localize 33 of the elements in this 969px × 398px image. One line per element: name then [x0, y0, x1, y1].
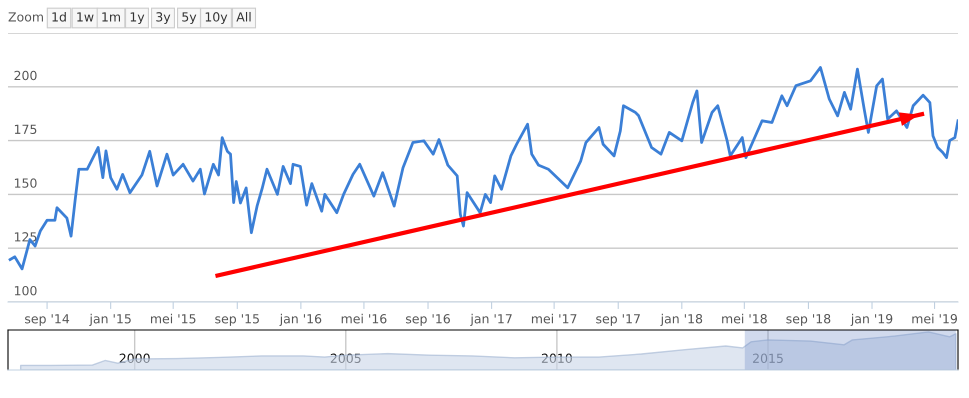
x-tick-label: mei '19: [912, 314, 957, 324]
x-tick-label: sep '17: [596, 314, 640, 326]
text: All: [236, 12, 251, 22]
x-tick-label: mei '15: [151, 314, 196, 324]
y-tick-label: 100: [14, 286, 37, 296]
y-tick-label: 150: [14, 178, 37, 188]
text: 1w: [77, 12, 94, 22]
x-tick-label: mei '16: [342, 314, 386, 324]
text: 1m: [102, 12, 120, 22]
x-tick-label: sep '18: [786, 314, 830, 326]
text: Zoom: [8, 12, 43, 22]
x-tick-label: sep '15: [215, 314, 259, 326]
x-tick-label: mei '18: [722, 314, 767, 324]
text: 1y: [130, 12, 144, 24]
text: 5y: [182, 12, 196, 24]
x-tick-label: 2015: [753, 354, 783, 364]
x-tick-label: 2005: [330, 354, 361, 364]
x-tick-label: sep '14: [25, 314, 70, 326]
x-tick-label: jan '15: [89, 314, 131, 326]
text: 3y: [156, 12, 170, 24]
x-tick-label: 2000: [120, 354, 150, 364]
text: 10y: [206, 12, 228, 24]
text: 1d: [52, 12, 66, 22]
y-tick-label: 125: [14, 232, 36, 242]
x-tick-label: jan '18: [660, 314, 702, 326]
y-tick-label: 175: [14, 124, 36, 134]
x-tick-label: mei '17: [532, 314, 576, 324]
x-tick-label: jan '16: [279, 314, 322, 326]
x-tick-label: jan '17: [470, 314, 512, 326]
x-tick-label: sep '16: [406, 314, 450, 326]
x-tick-label: jan '19: [850, 314, 892, 326]
x-tick-label: 2010: [542, 354, 572, 364]
y-tick-label: 200: [14, 70, 37, 80]
